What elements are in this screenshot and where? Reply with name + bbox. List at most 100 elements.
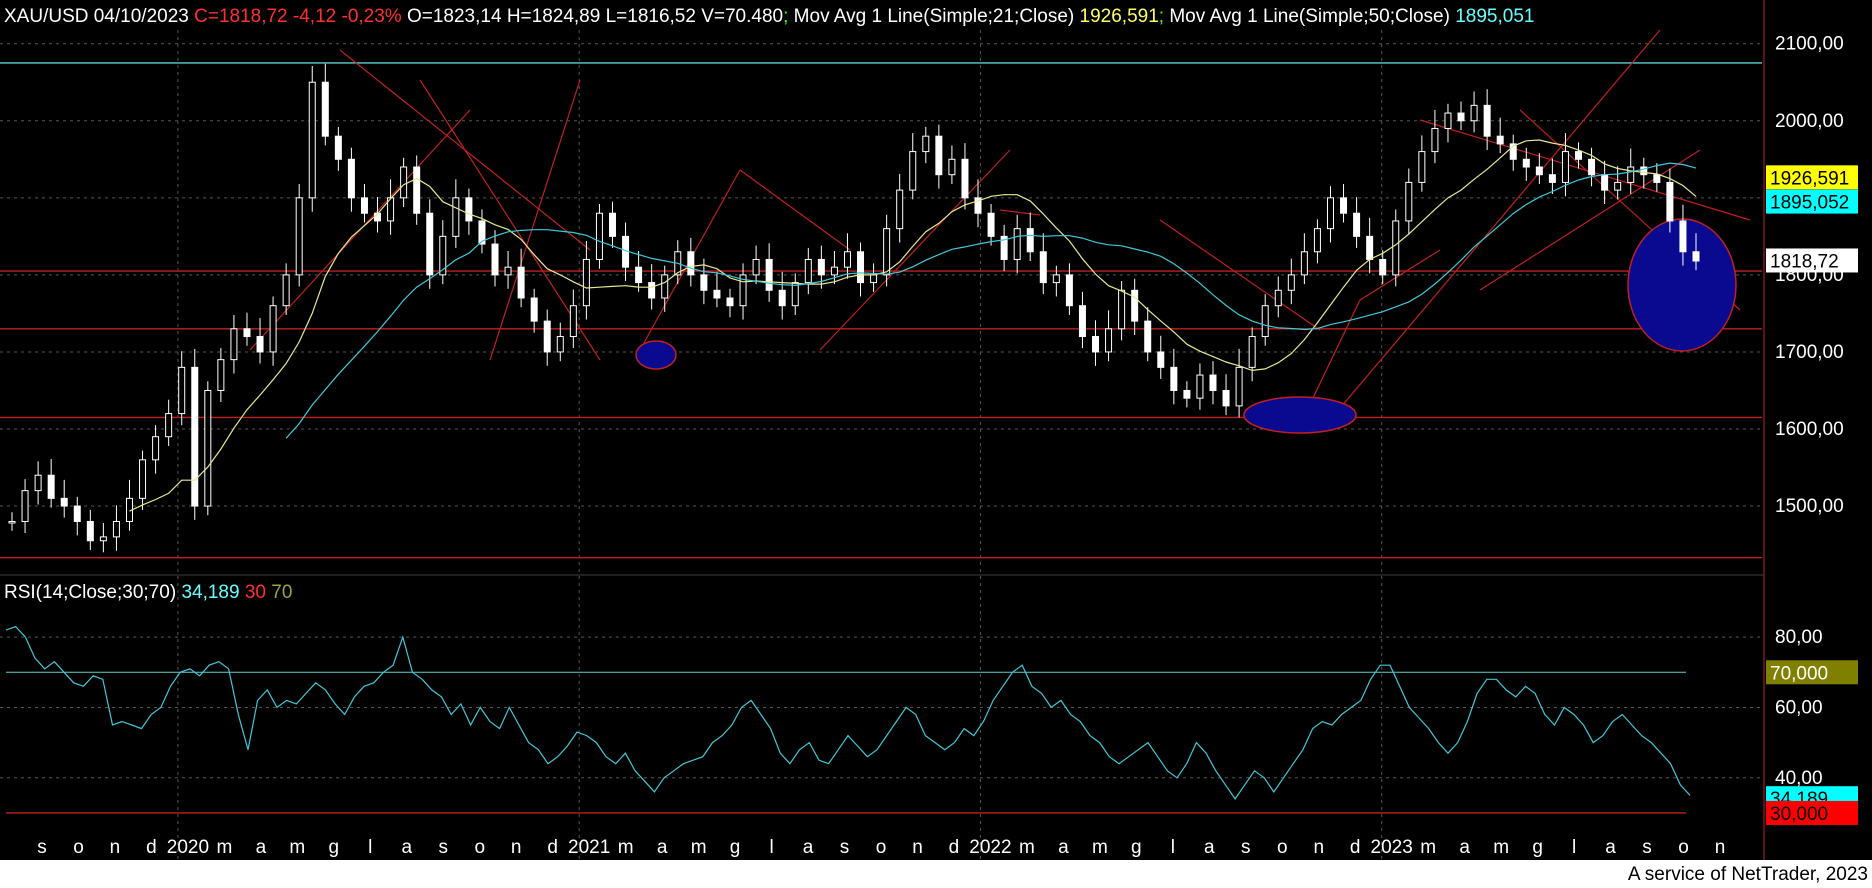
candle-body [857,251,865,284]
candle-body [883,228,891,276]
candle-body [204,389,212,507]
time-tick-label: 2020 [167,837,209,858]
candle-body [1326,197,1334,230]
candle-body [1052,274,1060,284]
price-tick-label: 1600,00 [1775,419,1844,440]
time-tick-label: a [1605,837,1616,858]
candle-body [1065,274,1073,307]
price-tick-label: 1500,00 [1775,496,1844,517]
rsi-header: RSI(14;Close;30;70) 34,189 30 70 [4,582,292,604]
candle-body [687,251,695,276]
highlight-ellipses [635,218,1737,434]
candle-body [73,505,81,522]
candle-body [86,520,94,542]
time-tick-label: g [329,837,340,858]
time-tick-label: m [1092,837,1108,858]
candle-body [569,305,577,338]
candle-body [1666,181,1674,222]
ohlv-values: O=1823,14 H=1824,89 L=1816,52 V=70.480 [406,6,784,27]
time-tick-label: 2021 [568,837,610,858]
candle-body [1287,274,1295,291]
candle-body [347,158,355,199]
candle-body [243,328,251,338]
time-tick-label: a [1058,837,1069,858]
time-tick-label: l [769,837,773,858]
candle-body [726,297,734,307]
candle-body [230,328,238,361]
candle-body [648,282,656,299]
rsi-tick-label: 60,00 [1775,697,1823,718]
candle-body [1535,166,1543,176]
candle-body [1640,166,1648,176]
price-tag-bg [1766,189,1858,214]
time-tick-label: m [1019,837,1035,858]
price-tag-bg [1766,165,1858,190]
time-tick-label: m [216,837,232,858]
time-tick-label: n [511,837,522,858]
time-tick-label: o [474,837,485,858]
time-tick-label: a [401,837,412,858]
candle-body [1627,166,1635,183]
candle-body [21,490,29,522]
candle-body [922,135,930,153]
candle-body [582,258,590,307]
candle-body [1105,328,1113,353]
candle-body [256,336,264,353]
time-tick-label: s [37,837,47,858]
change-value: -4,12 [292,6,337,27]
candlestick-series [8,63,1700,553]
candle-body [1548,174,1556,183]
candle-body [295,197,303,276]
rsi-tag-bg [1766,800,1858,825]
time-axis: s o n d 2020 m a m g l a s o n d 2021 m a m g l a s o n d 2022 m a m g… [37,837,1725,858]
candle-body [608,212,616,237]
time-tick-label: d [949,837,960,858]
candle-body [1418,151,1426,183]
time-tick-label: g [1131,837,1142,858]
candle-body [1692,251,1700,262]
time-tick-label: s [1642,837,1652,858]
candle-body [269,305,277,353]
candle-body [1157,351,1165,368]
ma50-line [285,162,1697,439]
time-tick-label: l [1171,837,1175,858]
chart-header: XAU/USD 04/10/2023 C=1818,72 -4,12 -0,23… [4,6,1535,27]
candle-body [1679,220,1687,253]
candle-body [987,212,995,237]
rsi-tick-label: 40,00 [1775,768,1823,789]
candle-body [1575,151,1583,160]
trend-line [1359,249,1441,301]
candle-body [1366,235,1374,260]
rsi-label: RSI(14;Close;30;70) [4,582,177,603]
trend-line [739,169,851,251]
candle-body [165,413,173,438]
ma21-value: 1926,591 [1079,6,1159,27]
candle-body [452,197,460,237]
candle-body [1078,305,1086,338]
footer-credit: A service of NetTrader, 2023 [1627,864,1868,885]
candle-body [1588,158,1596,176]
price-tag-label: 1818,72 [1770,251,1839,272]
time-tick-label: n [1715,837,1726,858]
candle-body [465,197,473,222]
candle-body [948,158,956,176]
candle-body [1196,374,1204,399]
candle-body [909,151,917,191]
candle-body [1248,336,1256,368]
candle-body [439,235,447,276]
candle-body [595,212,603,260]
time-tick-label: s [1241,837,1251,858]
rsi-value: 34,189 [181,582,240,603]
candle-body [1039,251,1047,284]
candle-body [543,320,551,353]
candle-body [34,474,42,492]
ma50-label: Mov Avg 1 Line(Simple;50;Close) [1169,6,1450,27]
rsi-high: 70 [271,582,293,603]
time-tick-label: l [1572,837,1576,858]
candle-body [530,297,538,322]
price-tick-label: 2000,00 [1775,111,1844,132]
candle-body [1092,336,1100,353]
time-tick-label: a [1459,837,1470,858]
candle-body [1431,127,1439,153]
time-tick-label: d [146,837,157,858]
